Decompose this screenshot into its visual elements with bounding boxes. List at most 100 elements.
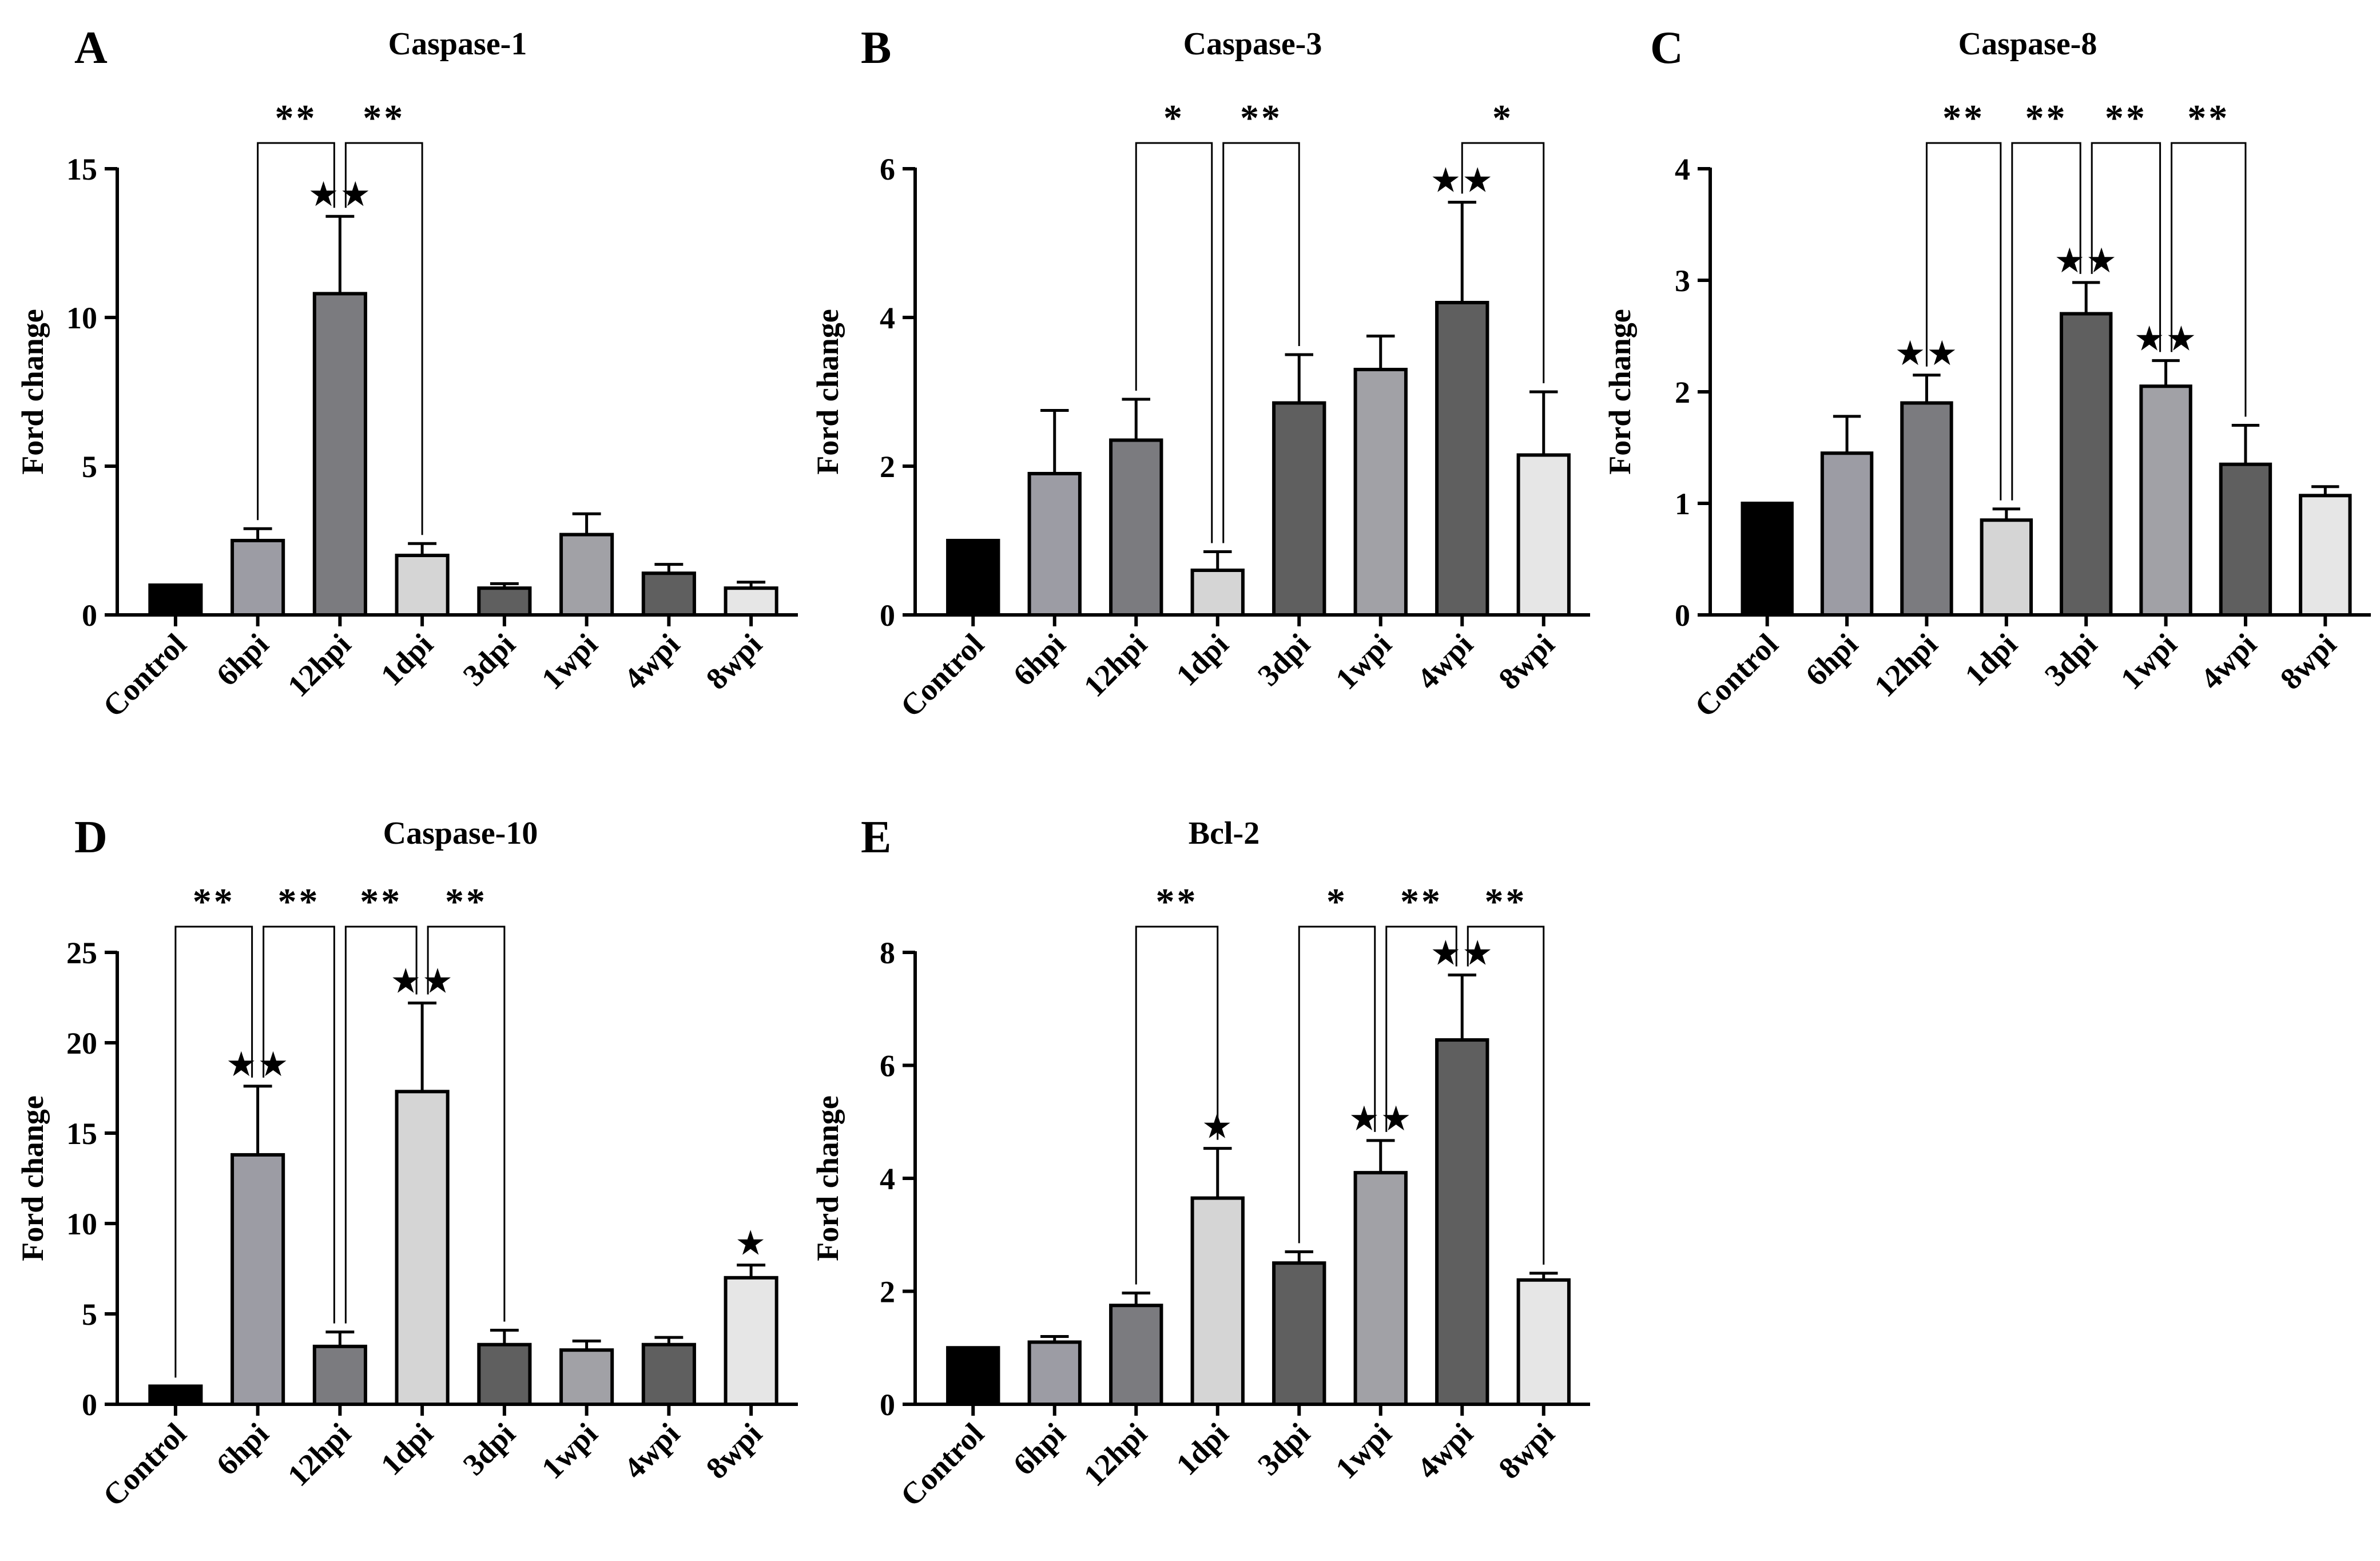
comparison-bracket <box>2171 142 2247 417</box>
x-tick-label: 3dpi <box>456 1416 522 1482</box>
x-tick-label: 12hpi <box>1077 1416 1154 1493</box>
y-tick-label: 15 <box>66 152 97 186</box>
y-tick-label: 20 <box>66 1026 97 1060</box>
comparison-label: ** <box>363 97 405 139</box>
bar-control <box>148 1384 203 1406</box>
chart-title: Caspase-3 <box>1183 26 1322 62</box>
bar-8wpi <box>1516 1278 1571 1406</box>
bar-6hpi <box>231 1153 285 1407</box>
bar-1wpi <box>1353 1171 1408 1406</box>
significance-star: ★★ <box>226 1046 290 1083</box>
y-axis-label: Ford change <box>15 1095 50 1261</box>
x-tick-label: 1dpi <box>1958 627 2024 693</box>
comparison-label: * <box>1163 97 1185 139</box>
bar-1dpi <box>395 554 450 617</box>
bar-4wpi <box>1435 301 1489 617</box>
x-tick-label: 1wpi <box>535 627 604 696</box>
comparison-label: ** <box>2105 97 2147 139</box>
chart-panel-b: B Caspase-3 Ford change 0 2 4 6 Control 6hpi 12hp… <box>810 23 1590 724</box>
x-tick-label: 3dpi <box>1251 627 1317 693</box>
comparison-label: ** <box>193 881 235 923</box>
panel-letter: B <box>861 23 891 73</box>
bar-3dpi <box>2059 312 2113 617</box>
x-tick-label: 12hpi <box>1077 627 1154 704</box>
panel-letter: C <box>1650 23 1683 73</box>
bar-4wpi <box>641 1342 696 1406</box>
comparison-bracket <box>174 926 253 1378</box>
bar-1dpi <box>1190 1196 1245 1406</box>
comparison-label: ** <box>278 881 320 923</box>
comparison-label: * <box>1492 97 1513 139</box>
y-tick-label: 5 <box>82 450 97 484</box>
x-tick-label: 3dpi <box>2038 627 2104 693</box>
bar-3dpi <box>477 1342 532 1406</box>
chart-title: Caspase-8 <box>1958 26 2097 62</box>
chart-panel-d: D Caspase-10 Ford change 0 5 10 15 20 25 Control 6… <box>15 812 798 1513</box>
chart-title: Caspase-10 <box>383 816 538 851</box>
x-tick-label: Control <box>96 1416 193 1513</box>
bar-8wpi <box>2299 494 2352 617</box>
x-tick-label: 8wpi <box>2274 627 2343 696</box>
significance-star: ★★ <box>1349 1100 1413 1138</box>
comparison-bracket <box>427 926 506 1322</box>
x-tick-label: 6hpi <box>210 627 276 693</box>
bar-1dpi <box>1190 569 1245 617</box>
x-tick-label: 1wpi <box>1329 1416 1398 1485</box>
comparison-bracket <box>1385 926 1457 1132</box>
x-tick-label: 3dpi <box>1251 1416 1317 1482</box>
x-tick-label: 8wpi <box>1492 627 1561 696</box>
bar-6hpi <box>231 539 285 617</box>
bar-12hpi <box>1109 1304 1163 1406</box>
x-tick-label: 4wpi <box>2194 627 2263 696</box>
bar-1wpi <box>559 1348 614 1406</box>
y-axis-label: Ford change <box>810 309 845 475</box>
x-tick-label: 4wpi <box>1410 627 1480 696</box>
chart-title: Bcl-2 <box>1189 816 1259 851</box>
bar-4wpi <box>641 571 696 617</box>
comparison-bracket <box>2011 142 2081 501</box>
comparison-label: ** <box>360 881 402 923</box>
x-tick-label: 6hpi <box>1007 1416 1072 1482</box>
comparison-bracket <box>1467 926 1545 1265</box>
x-tick-label: Control <box>894 627 991 724</box>
chart-panel-a: A Caspase-1 Ford change 0 5 10 15 Control 6hpi 12… <box>15 23 798 724</box>
y-axis-label: Ford change <box>15 309 50 475</box>
comparison-label: * <box>1326 881 1348 923</box>
comparison-bracket <box>1925 142 2002 501</box>
comparison-label: ** <box>1485 881 1527 923</box>
y-axis-label: Ford change <box>1603 309 1637 475</box>
comparison-label: ** <box>2187 97 2230 139</box>
bar-4wpi <box>2219 462 2272 617</box>
x-tick-label: 1dpi <box>1170 627 1235 693</box>
panel-letter: D <box>74 812 108 863</box>
significance-star: ★★ <box>1430 935 1494 972</box>
bar-control <box>946 539 1000 617</box>
comparison-label: ** <box>1400 881 1443 923</box>
bar-12hpi <box>1900 401 1953 617</box>
x-tick-label: 1wpi <box>2114 627 2183 696</box>
bar-3dpi <box>1272 401 1326 617</box>
panel-letter: A <box>74 23 108 73</box>
y-tick-label: 2 <box>880 450 895 484</box>
comparison-label: ** <box>1942 97 1985 139</box>
y-tick-label: 6 <box>880 152 895 186</box>
x-tick-label: Control <box>894 1416 991 1513</box>
significance-star: ★ <box>735 1225 767 1262</box>
bar-1dpi <box>395 1090 450 1406</box>
bar-8wpi <box>724 586 778 617</box>
comparison-bracket <box>1135 142 1213 543</box>
comparison-bracket <box>344 142 423 535</box>
chart-panel-c: C Caspase-8 Ford change 0 1 2 3 4 Control 6hpi 12h… <box>1603 23 2371 724</box>
comparison-bracket <box>1298 926 1376 1244</box>
x-tick-label: 6hpi <box>1007 627 1072 693</box>
y-tick-label: 10 <box>66 301 97 335</box>
x-tick-label: 12hpi <box>281 1416 357 1493</box>
x-tick-label: 1dpi <box>374 627 440 693</box>
bar-3dpi <box>477 586 532 617</box>
bar-control <box>148 583 203 617</box>
bar-8wpi <box>724 1276 778 1407</box>
significance-star: ★★ <box>390 962 454 1000</box>
bar-1dpi <box>1980 518 2033 617</box>
panel-letter: E <box>861 812 891 863</box>
